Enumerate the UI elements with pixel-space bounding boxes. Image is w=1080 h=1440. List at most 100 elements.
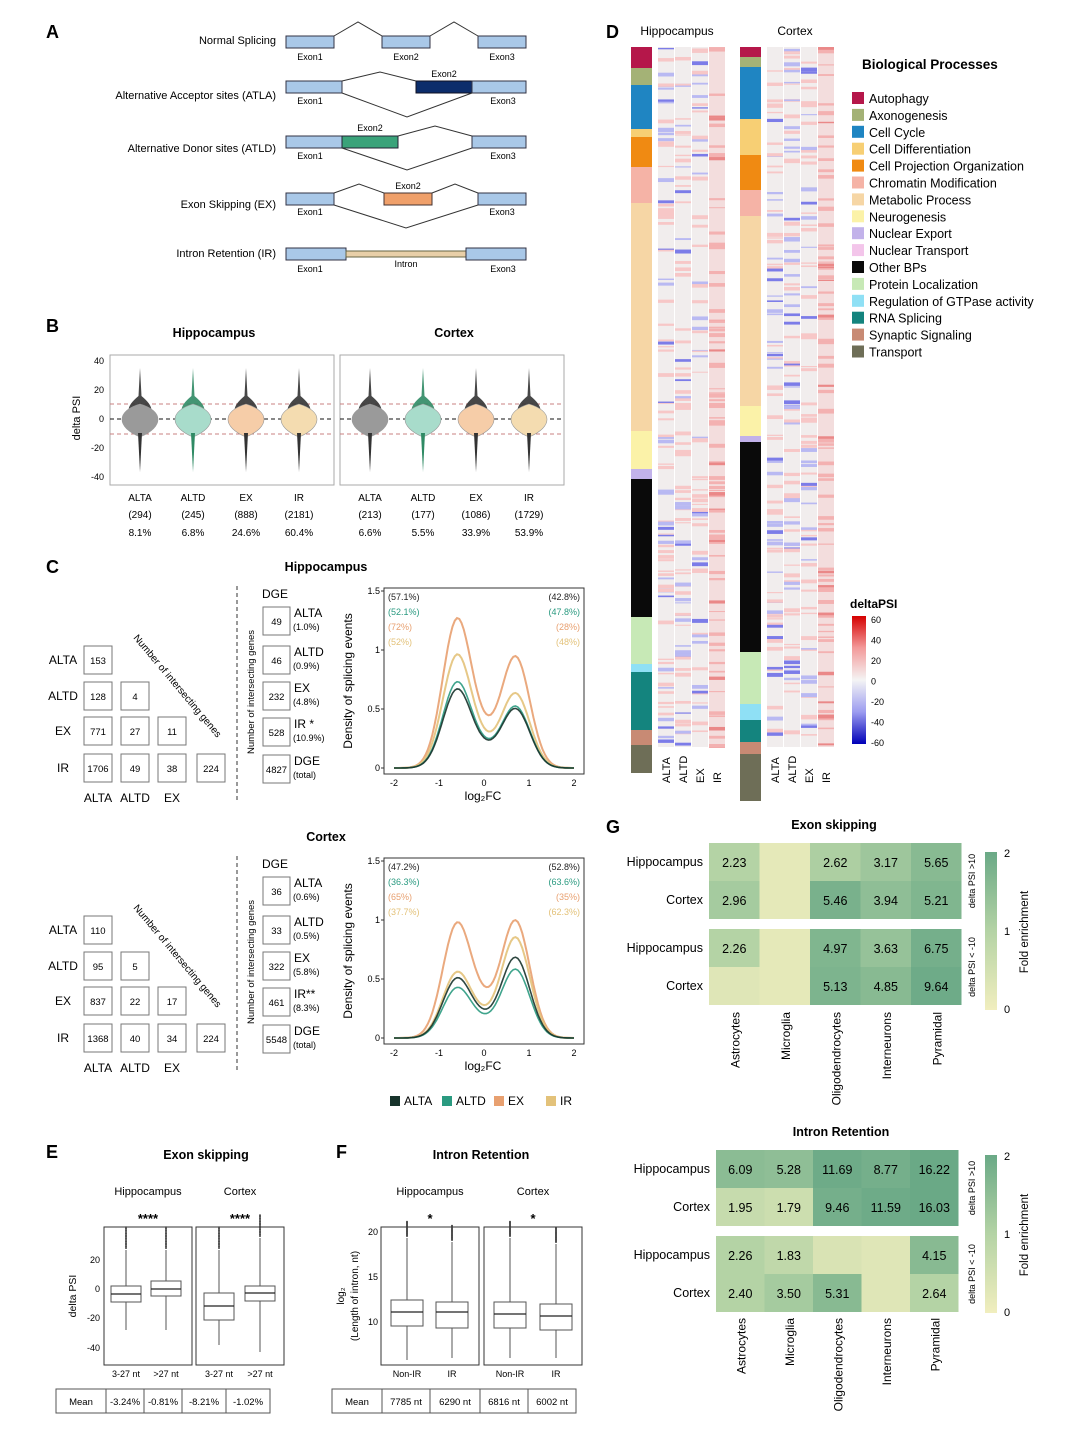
matrix-row-label: ALTD bbox=[48, 689, 78, 703]
heatmap-cell bbox=[658, 544, 674, 548]
heatmap-cell bbox=[658, 712, 674, 716]
bp-annotation-segment bbox=[740, 119, 761, 155]
heatmap-cell bbox=[784, 220, 800, 222]
heatmap-cell bbox=[818, 443, 834, 446]
boxplot-outlier bbox=[125, 1226, 127, 1229]
heatmap-cell bbox=[658, 208, 674, 213]
heatmap-cell bbox=[767, 237, 783, 239]
boxplot-ytick: 15 bbox=[368, 1272, 378, 1282]
bp-legend-label: Regulation of GTPase activity bbox=[869, 295, 1034, 309]
bp-annotation-segment bbox=[631, 203, 652, 431]
heatmap-cell bbox=[658, 570, 674, 572]
heatmap-cell bbox=[675, 618, 691, 622]
heatmap-cell bbox=[911, 881, 962, 919]
heatmap-cell bbox=[709, 509, 725, 513]
heatmap-cell bbox=[801, 335, 817, 340]
heatmap-cell bbox=[658, 249, 674, 252]
boxplot-group-label: Hippocampus bbox=[396, 1186, 464, 1198]
splice-line bbox=[333, 21, 383, 37]
matrix-cell bbox=[83, 951, 113, 981]
violin-percent-label: 53.9% bbox=[515, 528, 543, 539]
splice-line bbox=[341, 71, 417, 82]
bp-legend-label: Metabolic Process bbox=[869, 193, 971, 207]
panel-c-title: Cortex bbox=[306, 830, 346, 844]
legend-label: EX bbox=[508, 1094, 524, 1108]
heatmap-cell bbox=[910, 1274, 959, 1312]
bp-annotation-segment bbox=[740, 754, 761, 801]
heatmap-cell bbox=[675, 403, 691, 407]
heatmap-cell bbox=[801, 86, 817, 90]
heatmap-cell bbox=[801, 286, 817, 289]
dge-axis-label: Number of intersecting genes bbox=[246, 630, 257, 754]
dge-cell bbox=[262, 951, 291, 981]
heatmap-cell bbox=[764, 1188, 813, 1226]
heatmap-cell bbox=[784, 419, 800, 423]
heatmap-row-label: Cortex bbox=[666, 893, 704, 907]
heatmap-cell bbox=[658, 141, 674, 144]
heatmap-cell bbox=[692, 153, 708, 157]
dge-percent: (0.5%) bbox=[293, 931, 320, 941]
density-ytick: 1.5 bbox=[367, 856, 380, 866]
boxplot-outlier bbox=[406, 1220, 408, 1223]
boxplot-outlier bbox=[125, 1242, 127, 1245]
matrix-cell bbox=[157, 1023, 187, 1053]
heatmap-col-label: Interneurons bbox=[880, 1318, 894, 1385]
boxplot-outlier bbox=[259, 1214, 261, 1217]
heatmap-cell bbox=[658, 349, 674, 352]
heatmap-cell bbox=[813, 1236, 862, 1274]
heatmap-cell bbox=[658, 520, 674, 523]
heatmap-cell bbox=[818, 341, 834, 345]
violin-body bbox=[227, 403, 265, 438]
dge-cell-value: 46 bbox=[271, 656, 282, 667]
heatmap-cell bbox=[801, 680, 817, 684]
heatmap-cell bbox=[801, 723, 817, 727]
bp-annotation-segment bbox=[740, 155, 761, 190]
heatmap-cell bbox=[675, 742, 691, 746]
exon-box bbox=[285, 80, 343, 94]
heatmap-cell bbox=[818, 355, 834, 359]
heatmap-cell bbox=[658, 203, 674, 207]
boxplot-ylabel: (Length of intron, nt) bbox=[350, 1251, 361, 1341]
heatmap-cell bbox=[813, 1150, 862, 1188]
dge-percent: (1.0%) bbox=[293, 622, 320, 632]
heatmap-cell bbox=[784, 587, 800, 590]
boxplot-outlier bbox=[259, 1222, 261, 1225]
boxplot-xcat: >27 nt bbox=[247, 1369, 273, 1379]
heatmap-cell bbox=[784, 126, 800, 130]
dge-cell bbox=[262, 717, 291, 747]
heatmap-cell bbox=[658, 620, 674, 625]
bp-annotation-segment bbox=[631, 479, 652, 617]
heatmap-cell bbox=[764, 1236, 813, 1274]
heatmap-cell bbox=[658, 573, 674, 576]
heatmap-cell bbox=[767, 358, 783, 360]
density-curve-ir bbox=[394, 935, 574, 1039]
heatmap-cell bbox=[658, 418, 674, 421]
heatmap-cell bbox=[801, 149, 817, 153]
heatmap-cell bbox=[709, 492, 725, 496]
bp-legend-label: Chromatin Modification bbox=[869, 177, 997, 191]
heatmap-cell bbox=[767, 636, 783, 640]
heatmap-cell bbox=[658, 339, 674, 342]
heatmap-cell bbox=[764, 1150, 813, 1188]
heatmap-cell bbox=[675, 407, 691, 410]
heatmap-cell bbox=[709, 271, 725, 275]
heatmap-cell bbox=[675, 712, 691, 714]
violin-percent-label: 24.6% bbox=[232, 528, 260, 539]
heatmap-cell bbox=[709, 711, 725, 715]
heatmap-cell bbox=[658, 445, 674, 448]
matrix-cell bbox=[83, 986, 113, 1016]
heatmap-cell bbox=[767, 541, 783, 546]
heatmap-cell bbox=[675, 118, 691, 120]
heatmap-col-label: ALTD bbox=[787, 756, 799, 783]
density-right-percent: (63.6%) bbox=[548, 877, 580, 887]
fold-scale-tick: 2 bbox=[1004, 848, 1010, 860]
delta-psi-tick: 40 bbox=[871, 636, 881, 646]
heatmap-cell bbox=[709, 715, 725, 718]
heatmap-cell bbox=[658, 540, 674, 544]
density-xtick: 1 bbox=[526, 778, 531, 788]
heatmap-cell bbox=[692, 489, 708, 491]
heatmap-cell bbox=[675, 653, 691, 657]
heatmap-cell bbox=[818, 436, 834, 439]
bp-annotation-segment bbox=[631, 85, 652, 129]
heatmap-cell bbox=[767, 165, 783, 168]
